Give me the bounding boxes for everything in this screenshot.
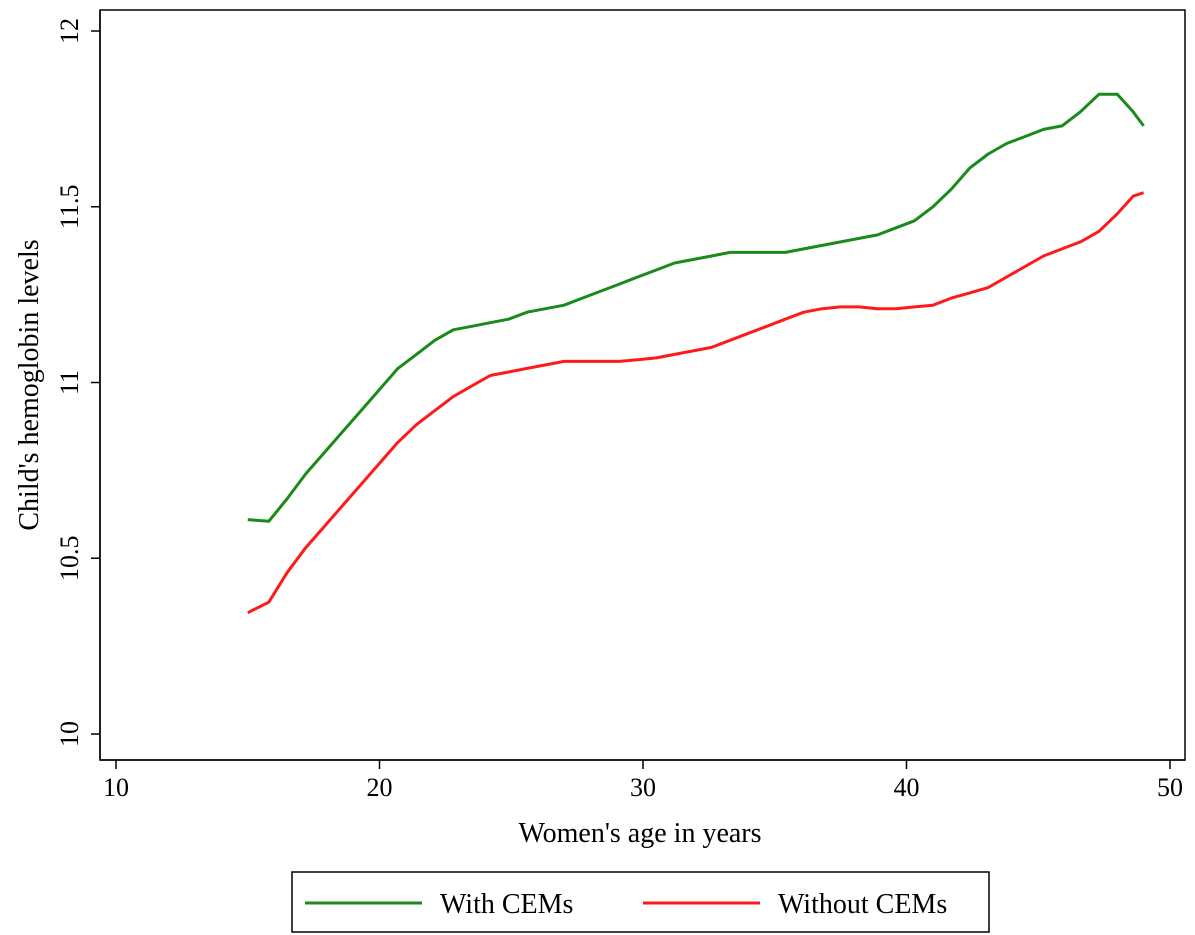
- y-tick-label: 11: [55, 370, 84, 395]
- x-tick-label: 20: [367, 773, 393, 802]
- legend-label-without-cems: Without CEMs: [778, 889, 947, 920]
- y-tick-label: 10.5: [55, 536, 84, 582]
- x-tick-label: 10: [103, 773, 129, 802]
- x-tick-label: 50: [1157, 773, 1183, 802]
- x-tick-label: 30: [630, 773, 656, 802]
- series-line-with-cems: [247, 92, 1145, 523]
- legend-label-with-cems: With CEMs: [440, 889, 573, 920]
- series-layer: [247, 92, 1145, 615]
- x-axis-title: Women's age in years: [518, 818, 761, 849]
- series-line-without-cems: [247, 191, 1145, 615]
- x-tick-label: 40: [894, 773, 920, 802]
- x-ticks: 10 20 30 40 50: [103, 760, 1183, 802]
- y-tick-label: 12: [55, 18, 84, 44]
- y-tick-label: 11.5: [55, 184, 84, 229]
- y-tick-label: 10: [55, 721, 84, 747]
- y-axis-title: Child's hemoglobin levels: [14, 239, 45, 530]
- legend: With CEMs Without CEMs: [291, 871, 990, 933]
- y-ticks: 10 10.5 11 11.5 12: [55, 18, 100, 747]
- plot-frame: [99, 9, 1186, 761]
